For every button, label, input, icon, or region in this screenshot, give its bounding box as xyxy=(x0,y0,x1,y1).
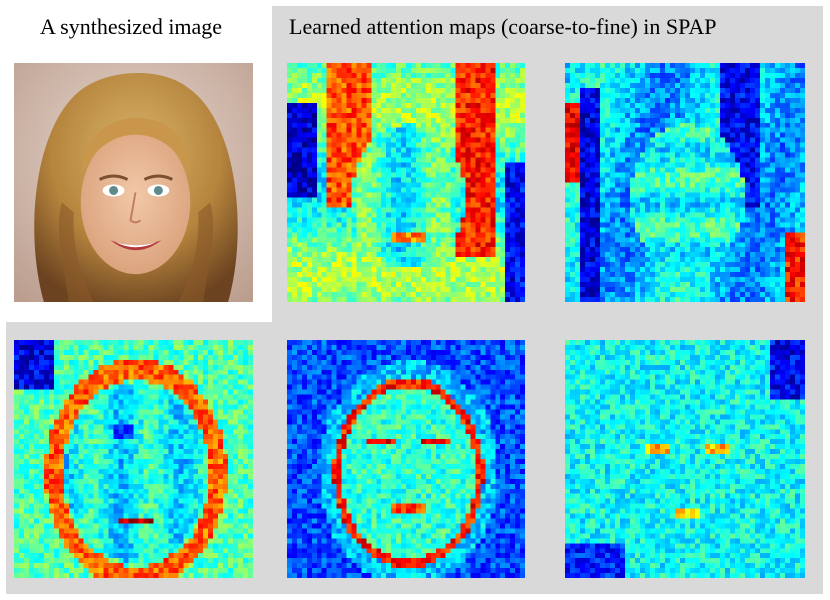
attention-map-1 xyxy=(287,63,525,302)
attention-maps-caption: Learned attention maps (coarse-to-fine) … xyxy=(289,14,717,39)
synthesized-image-caption: A synthesized image xyxy=(40,14,223,39)
attention-map-3 xyxy=(14,340,253,578)
attention-map-4 xyxy=(287,340,525,578)
attention-map-2 xyxy=(565,63,805,302)
synthesized-face-image xyxy=(14,63,253,302)
attention-map-5 xyxy=(565,340,805,578)
